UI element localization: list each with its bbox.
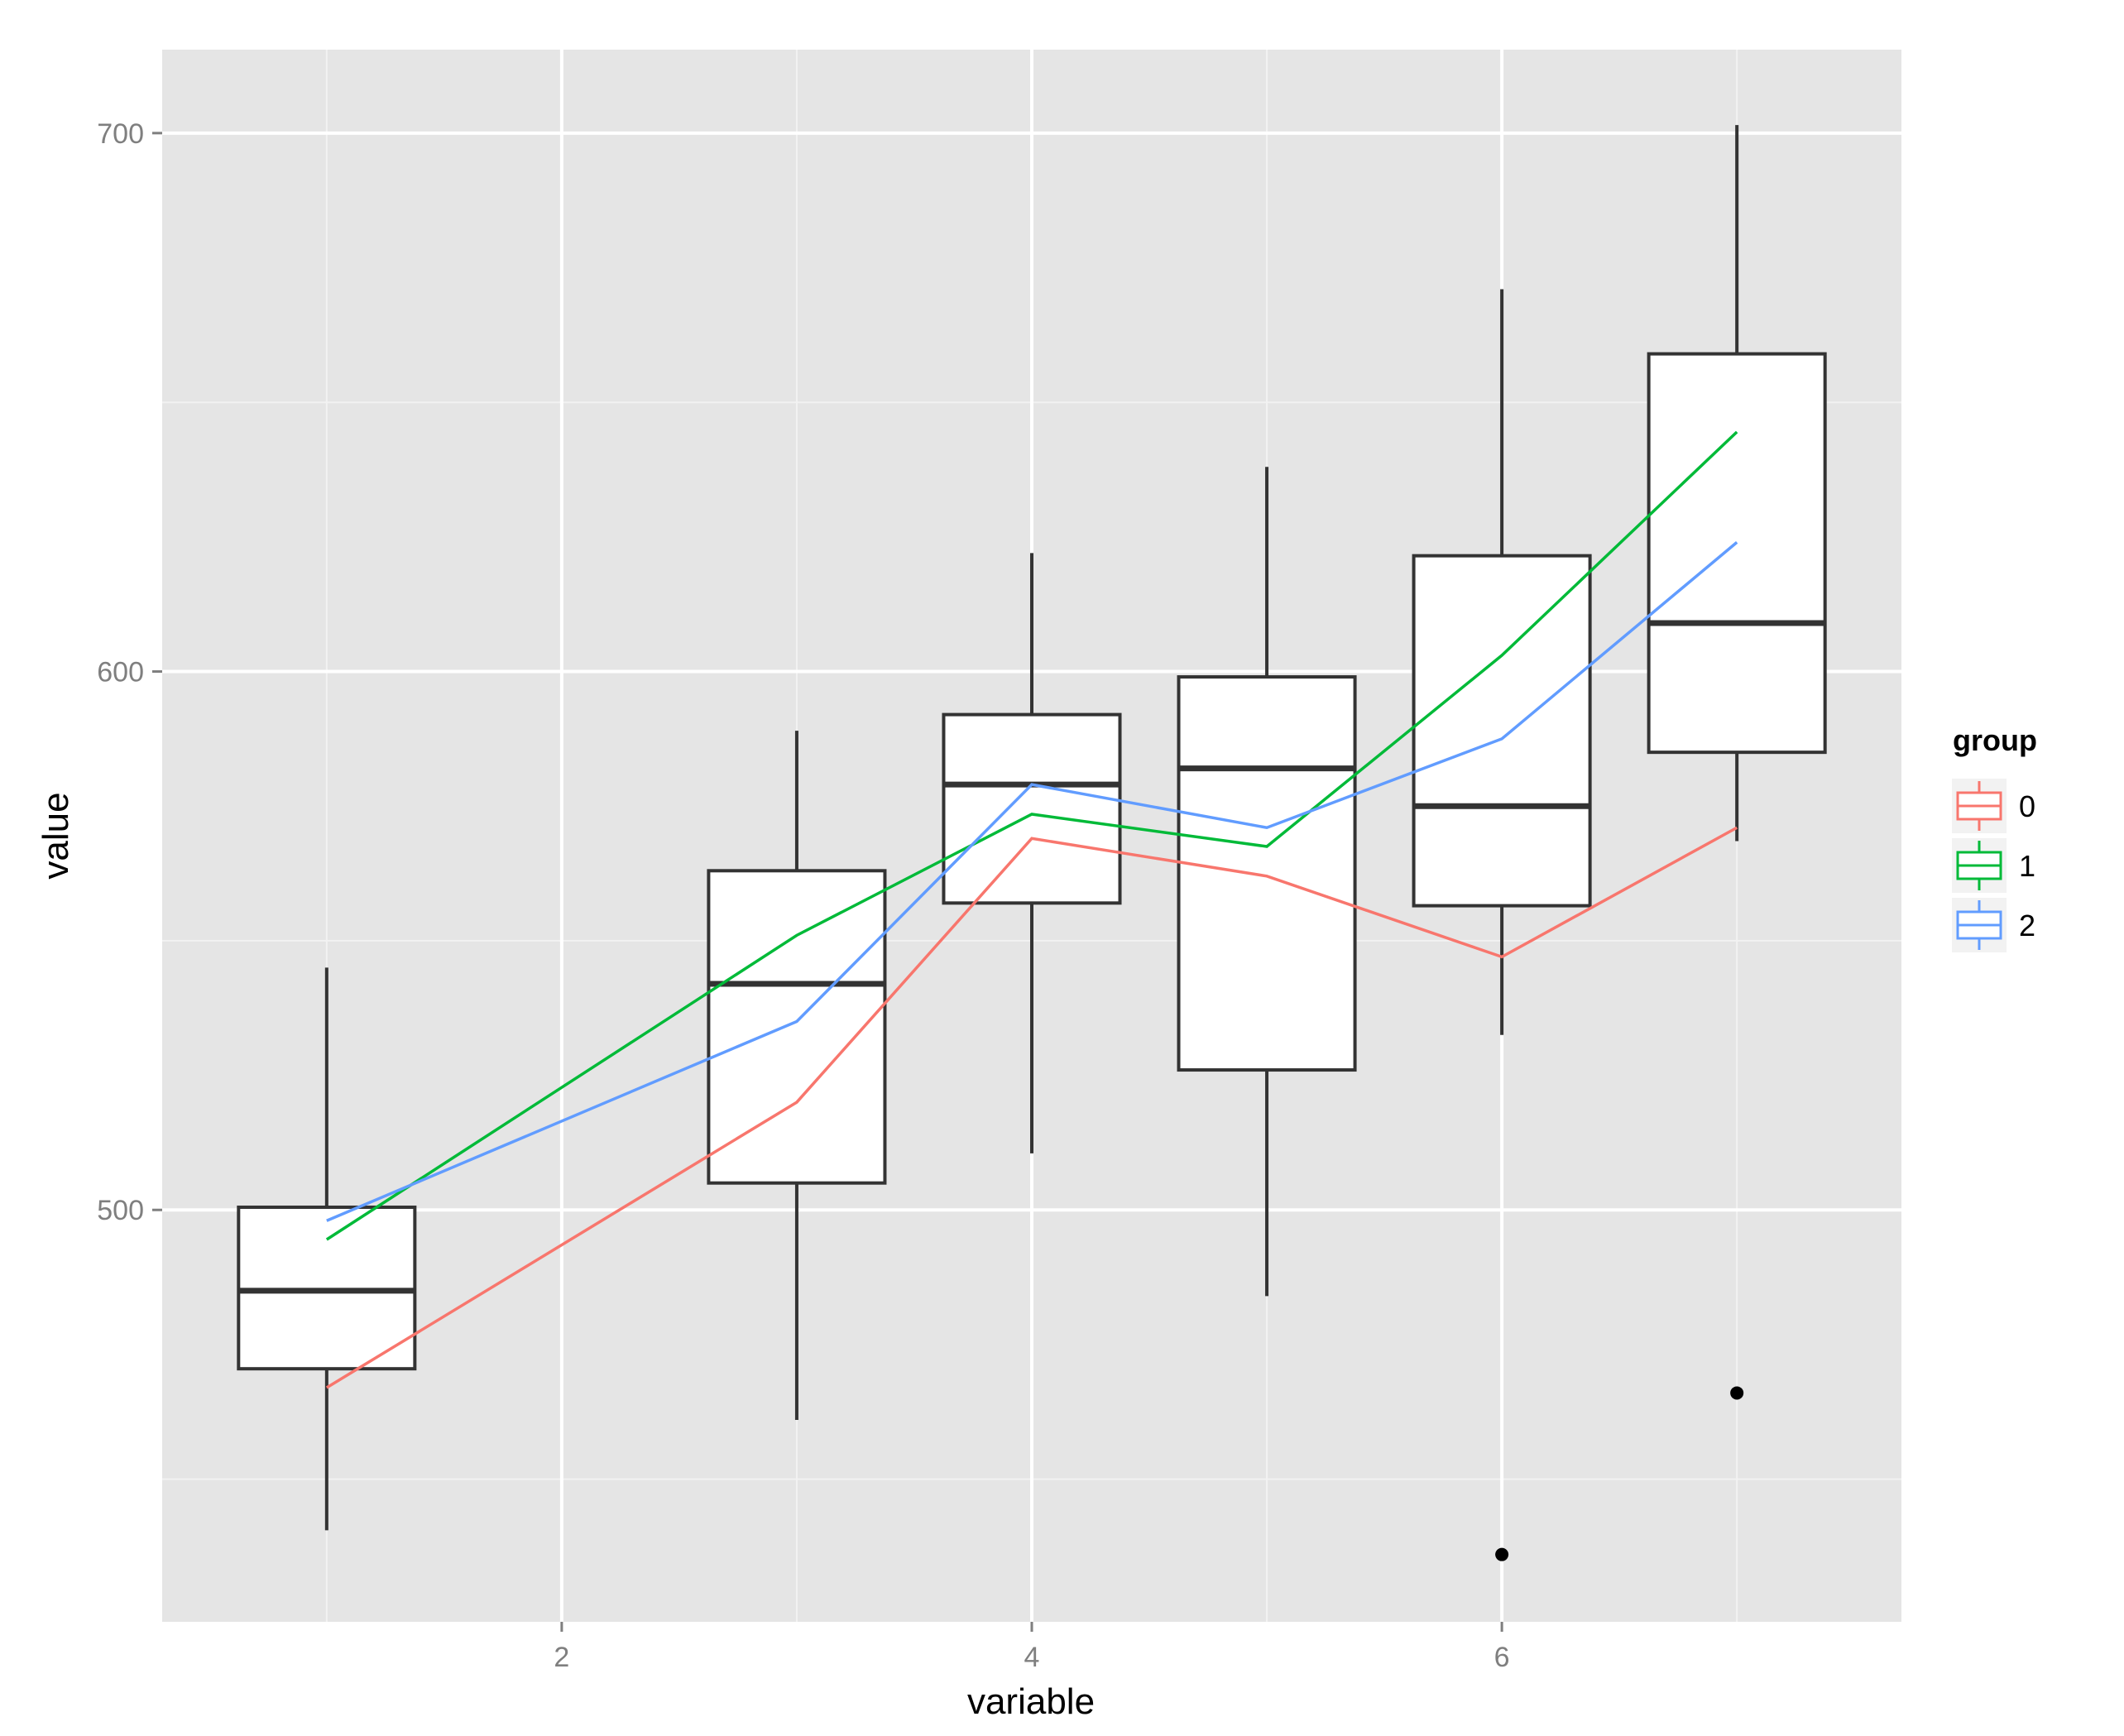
box xyxy=(1177,675,1357,1072)
legend-label: 1 xyxy=(2019,849,2035,883)
series-line-0 xyxy=(325,826,1738,1389)
y-axis-title: value xyxy=(36,792,76,879)
x-axis-title: variable xyxy=(967,1681,1095,1722)
legend: group 0 1 2 xyxy=(1950,723,2037,954)
y-tick-label: 700 xyxy=(97,118,144,150)
axes: 500 600 700 2 4 6 xyxy=(97,118,1509,1673)
box xyxy=(1412,554,1592,908)
legend-label: 0 xyxy=(2019,789,2035,823)
box xyxy=(942,712,1122,905)
legend-label: 2 xyxy=(2019,909,2035,942)
legend-title: group xyxy=(1953,723,2037,757)
outlier-point xyxy=(1730,1386,1744,1400)
x-tick-label: 2 xyxy=(554,1642,569,1673)
y-tick-label: 500 xyxy=(97,1195,144,1226)
box xyxy=(707,869,887,1185)
x-tick-label: 6 xyxy=(1494,1642,1510,1673)
box xyxy=(1647,352,1827,755)
y-tick-label: 600 xyxy=(97,657,144,688)
series-line-2 xyxy=(326,541,1738,1222)
series-lines xyxy=(325,430,1738,1389)
outlier-point xyxy=(1495,1547,1509,1561)
boxplots xyxy=(237,125,1827,1561)
series-line-1 xyxy=(325,430,1738,1241)
x-tick-label: 4 xyxy=(1024,1642,1040,1673)
